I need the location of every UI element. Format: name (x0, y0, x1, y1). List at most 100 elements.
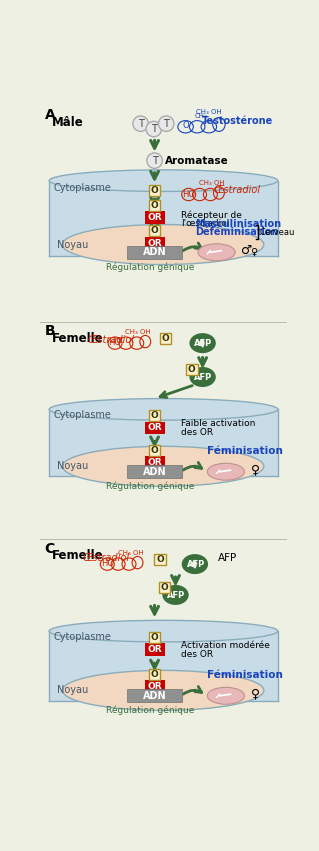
FancyBboxPatch shape (149, 200, 160, 211)
Text: Testostérone: Testostérone (202, 116, 273, 126)
FancyBboxPatch shape (49, 409, 278, 476)
Circle shape (133, 116, 148, 131)
Circle shape (146, 122, 161, 137)
Ellipse shape (62, 225, 264, 265)
Text: ♀: ♀ (250, 247, 257, 256)
Text: Activation modérée: Activation modérée (181, 642, 270, 650)
Ellipse shape (207, 463, 244, 480)
Ellipse shape (49, 170, 278, 191)
Ellipse shape (162, 585, 189, 605)
Text: ADN: ADN (143, 248, 167, 257)
Text: O: O (151, 411, 159, 420)
Ellipse shape (189, 367, 216, 387)
Text: Œstradiol: Œstradiol (214, 186, 261, 195)
Text: T: T (138, 118, 144, 129)
Text: ♀: ♀ (251, 463, 260, 476)
FancyBboxPatch shape (149, 186, 160, 196)
FancyBboxPatch shape (149, 669, 160, 680)
FancyBboxPatch shape (149, 226, 160, 236)
Text: Régulation génique: Régulation génique (106, 482, 194, 491)
Text: Noyau: Noyau (57, 685, 88, 695)
Text: O: O (151, 226, 159, 235)
Text: AFP: AFP (194, 340, 212, 348)
Text: A: A (45, 108, 55, 123)
Text: O: O (151, 670, 159, 679)
FancyBboxPatch shape (49, 180, 278, 256)
Circle shape (147, 153, 162, 168)
Text: l'œstradiol: l'œstradiol (181, 220, 229, 228)
FancyBboxPatch shape (145, 643, 165, 656)
Text: Cytoplasme: Cytoplasme (54, 183, 112, 192)
Text: CH₃ OH: CH₃ OH (196, 110, 222, 116)
Text: B: B (45, 324, 55, 338)
Text: OR: OR (147, 213, 162, 222)
Ellipse shape (189, 333, 216, 353)
Text: O: O (151, 633, 159, 642)
FancyBboxPatch shape (145, 237, 165, 249)
FancyBboxPatch shape (128, 465, 182, 478)
Ellipse shape (207, 688, 244, 705)
Text: AFP: AFP (218, 553, 237, 563)
Text: CH₃ OH: CH₃ OH (199, 180, 225, 186)
FancyBboxPatch shape (145, 421, 165, 434)
Ellipse shape (62, 671, 264, 711)
Ellipse shape (49, 398, 278, 420)
Text: OR: OR (147, 645, 162, 654)
Text: T: T (151, 124, 157, 134)
Text: Noyau: Noyau (57, 461, 88, 471)
FancyBboxPatch shape (149, 445, 160, 455)
Text: CH₃ OH: CH₃ OH (125, 328, 151, 335)
Text: Cerveau: Cerveau (260, 228, 295, 237)
FancyBboxPatch shape (149, 410, 160, 421)
Text: CH₃: CH₃ (195, 113, 207, 119)
FancyBboxPatch shape (145, 211, 165, 224)
Text: O: O (151, 201, 159, 210)
Circle shape (159, 116, 174, 131)
Ellipse shape (182, 554, 208, 574)
Text: Noyau: Noyau (57, 240, 88, 249)
Text: O: O (156, 555, 164, 564)
Text: HO: HO (101, 559, 114, 568)
Text: Faible activation: Faible activation (181, 420, 255, 429)
Text: ♀: ♀ (251, 687, 260, 700)
Text: Œstradiol: Œstradiol (83, 553, 130, 563)
Text: O: O (188, 365, 196, 374)
Text: ADN: ADN (143, 691, 167, 700)
Text: AFP: AFP (187, 561, 205, 569)
Text: Récepteur de: Récepteur de (181, 210, 242, 220)
Text: O: O (161, 334, 169, 343)
Ellipse shape (62, 446, 264, 487)
Text: O: O (161, 583, 168, 591)
Text: Mâle: Mâle (52, 116, 84, 129)
Text: Cytoplasme: Cytoplasme (54, 410, 112, 420)
Text: O: O (151, 446, 159, 454)
Text: C: C (45, 542, 55, 556)
Text: CH₃ OH: CH₃ OH (118, 550, 143, 556)
FancyBboxPatch shape (145, 456, 165, 469)
FancyBboxPatch shape (160, 333, 171, 344)
Text: ♂: ♂ (241, 243, 253, 256)
FancyBboxPatch shape (128, 689, 182, 702)
Text: OR: OR (147, 423, 162, 432)
Text: OR: OR (147, 458, 162, 467)
Text: Œstradiol: Œstradiol (88, 335, 135, 346)
Text: AFP: AFP (194, 374, 212, 382)
Text: Masculinisation: Masculinisation (195, 219, 281, 229)
Text: ADN: ADN (143, 466, 167, 477)
Ellipse shape (198, 243, 235, 260)
Text: Cytoplasme: Cytoplasme (54, 631, 112, 642)
FancyBboxPatch shape (154, 554, 166, 565)
Text: Féminisation: Féminisation (206, 446, 282, 456)
Ellipse shape (49, 620, 278, 642)
Text: Femelle: Femelle (52, 332, 104, 345)
Text: O: O (151, 186, 159, 195)
FancyBboxPatch shape (186, 364, 197, 374)
Text: Régulation génique: Régulation génique (106, 262, 194, 271)
Text: Femelle: Femelle (52, 550, 104, 563)
Text: OR: OR (147, 682, 162, 691)
Text: Aromatase: Aromatase (166, 156, 229, 166)
Text: HO: HO (182, 190, 195, 199)
FancyBboxPatch shape (128, 246, 182, 259)
Text: Régulation génique: Régulation génique (106, 705, 194, 716)
Text: T: T (152, 156, 158, 166)
